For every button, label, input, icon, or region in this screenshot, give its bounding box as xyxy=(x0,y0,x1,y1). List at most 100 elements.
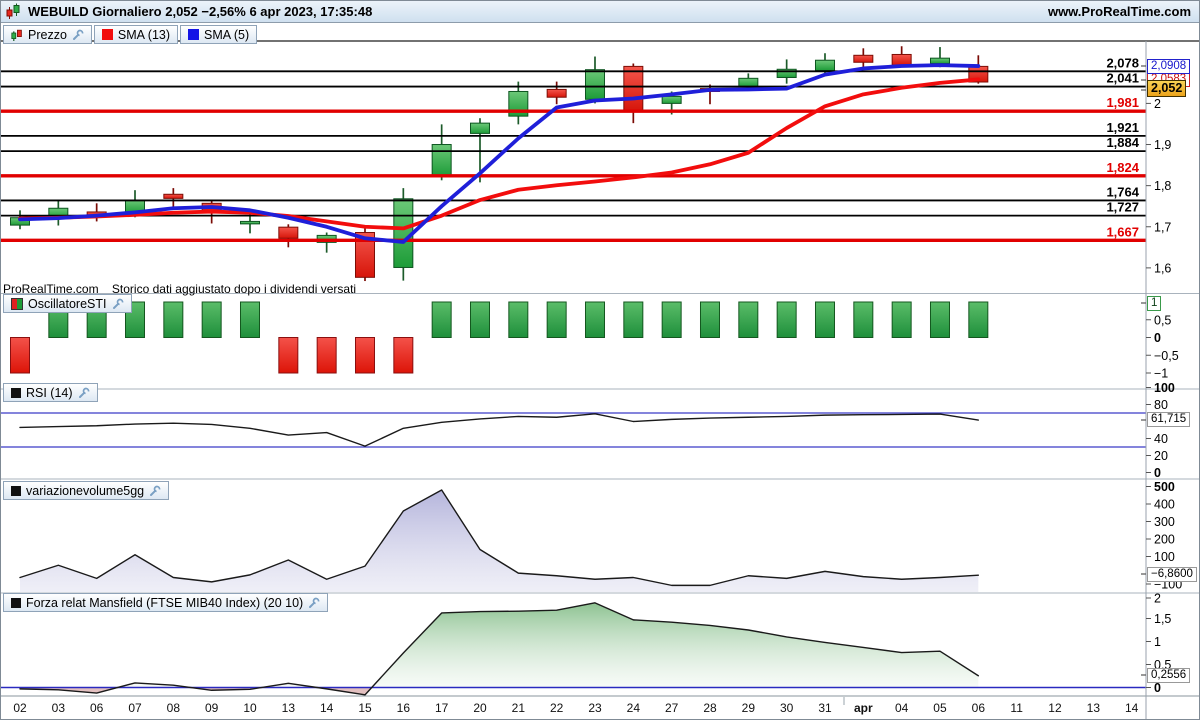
oscillator-panel xyxy=(10,301,989,374)
candle-body xyxy=(738,77,759,88)
website-link[interactable]: www.ProRealTime.com xyxy=(1047,4,1191,19)
right-axis: 21,91,81,71,60,50−0,5−110080402005004003… xyxy=(1141,65,1182,695)
svg-text:1,8: 1,8 xyxy=(1154,179,1171,193)
svg-text:1,6: 1,6 xyxy=(1154,261,1171,275)
legend-sma13[interactable]: SMA (13) xyxy=(93,25,179,44)
candle-body xyxy=(623,65,644,112)
x-axis-label: 08 xyxy=(167,701,181,715)
rsi-label: RSI (14) xyxy=(26,385,73,400)
svg-text:1,727: 1,727 xyxy=(1106,200,1139,215)
oscillator-bar xyxy=(10,337,30,374)
x-axis-label: 17 xyxy=(435,701,449,715)
mansfield-panel xyxy=(1,602,1146,696)
svg-text:1,9: 1,9 xyxy=(1154,138,1171,152)
x-axis-label: 21 xyxy=(512,701,526,715)
svg-text:100: 100 xyxy=(1154,550,1175,564)
panel-label-mansfield[interactable]: Forza relat Mansfield (FTSE MIB40 Index)… xyxy=(3,593,329,612)
oscillatore-label: OscillatoreSTI xyxy=(28,296,107,311)
x-axis: 02 03 06 07 08 09 10 13 14 15 16 17 20 21 22 23 24 27 28 29… xyxy=(13,697,1139,715)
volume-value-box: −6,8600 xyxy=(1147,567,1197,582)
x-axis-label: 20 xyxy=(473,701,487,715)
candles-icon xyxy=(11,29,22,41)
rsi-value-box: 61,715 xyxy=(1147,412,1191,427)
candle-body xyxy=(278,226,299,239)
candlestick-icon xyxy=(6,3,20,19)
candle-body xyxy=(929,57,950,65)
black-square-icon xyxy=(11,485,21,496)
x-axis-label: 12 xyxy=(1048,701,1062,715)
svg-text:100: 100 xyxy=(1154,381,1175,395)
svg-text:1,824: 1,824 xyxy=(1106,160,1139,175)
volume-variation-line xyxy=(19,489,980,587)
volume-panel xyxy=(19,489,980,592)
oscillator-bar xyxy=(316,337,337,374)
svg-text:20: 20 xyxy=(1154,449,1168,463)
x-axis-label: 16 xyxy=(397,701,411,715)
wrench-icon[interactable] xyxy=(78,387,90,399)
x-axis-label: apr xyxy=(854,701,873,715)
oscillator-bar xyxy=(393,337,414,374)
data-adjustment-note: ProRealTime.com Storico dati aggiustato … xyxy=(3,282,356,296)
chart-title: WEBUILD Giornaliero 2,052 −2,56% 6 apr 2… xyxy=(28,4,373,19)
svg-text:500: 500 xyxy=(1154,480,1175,494)
sma5-value-box: 2,0908 xyxy=(1147,59,1191,74)
wrench-icon[interactable] xyxy=(149,485,161,497)
rsi-panel xyxy=(1,412,1146,448)
wrench-icon[interactable] xyxy=(112,298,124,310)
mansfield-label: Forza relat Mansfield (FTSE MIB40 Index)… xyxy=(26,595,304,610)
legend-prezzo[interactable]: Prezzo xyxy=(3,25,92,44)
oscillator-bar xyxy=(354,337,375,374)
title-bar: WEBUILD Giornaliero 2,052 −2,56% 6 apr 2… xyxy=(1,1,1199,23)
oscillator-bar xyxy=(508,301,529,338)
oscillator-bar xyxy=(738,301,759,338)
legend-sma13-label: SMA (13) xyxy=(117,27,171,42)
candle-body xyxy=(354,232,375,278)
x-axis-label: 15 xyxy=(358,701,372,715)
svg-text:1,667: 1,667 xyxy=(1106,224,1139,239)
candle-body xyxy=(814,59,835,72)
svg-text:1,764: 1,764 xyxy=(1106,184,1139,199)
oscillator-value-box: 1 xyxy=(1147,296,1162,311)
candle-body xyxy=(776,68,797,78)
x-axis-label: 11 xyxy=(1010,701,1023,715)
oscillator-bar xyxy=(546,301,567,338)
candle-body xyxy=(584,69,605,100)
x-axis-label: 29 xyxy=(742,701,756,715)
svg-text:40: 40 xyxy=(1154,432,1168,446)
x-axis-label: 02 xyxy=(13,701,27,715)
x-axis-label: 24 xyxy=(627,701,641,715)
panel-label-rsi[interactable]: RSI (14) xyxy=(3,383,98,402)
note-text: Storico dati aggiustato dopo i dividendi… xyxy=(111,282,357,296)
oscillator-bar xyxy=(623,301,644,338)
x-axis-label: 13 xyxy=(282,701,296,715)
red-square-icon xyxy=(101,29,113,40)
wrench-icon[interactable] xyxy=(72,29,84,41)
wrench-icon[interactable] xyxy=(308,597,320,609)
svg-text:2,041: 2,041 xyxy=(1106,71,1139,86)
oscillator-bar xyxy=(201,301,222,338)
blue-square-icon xyxy=(188,29,200,40)
x-axis-label: 10 xyxy=(243,701,257,715)
svg-text:1,921: 1,921 xyxy=(1106,120,1139,135)
mansfield-value-box: 0,2556 xyxy=(1147,668,1191,683)
svg-text:1: 1 xyxy=(1154,635,1161,649)
candle-body xyxy=(163,193,184,199)
panel-label-volume[interactable]: variazionevolume5gg xyxy=(3,481,170,500)
oscillator-bar xyxy=(699,301,720,338)
svg-text:1,5: 1,5 xyxy=(1154,612,1171,626)
candle-body xyxy=(393,198,414,268)
mansfield-line xyxy=(19,602,980,696)
legend-sma5[interactable]: SMA (5) xyxy=(180,25,258,44)
oscillator-bar xyxy=(239,301,260,338)
legend-prezzo-label: Prezzo xyxy=(28,27,67,42)
svg-text:300: 300 xyxy=(1154,515,1175,529)
sma13-line xyxy=(18,77,981,231)
x-axis-label: 13 xyxy=(1087,701,1101,715)
candle-body xyxy=(853,54,874,63)
svg-text:2: 2 xyxy=(1154,592,1161,606)
panel-label-oscillatore[interactable]: OscillatoreSTI xyxy=(3,294,132,313)
svg-text:0: 0 xyxy=(1154,466,1161,480)
oscillator-bar xyxy=(891,301,912,338)
svg-text:0,5: 0,5 xyxy=(1154,313,1171,327)
